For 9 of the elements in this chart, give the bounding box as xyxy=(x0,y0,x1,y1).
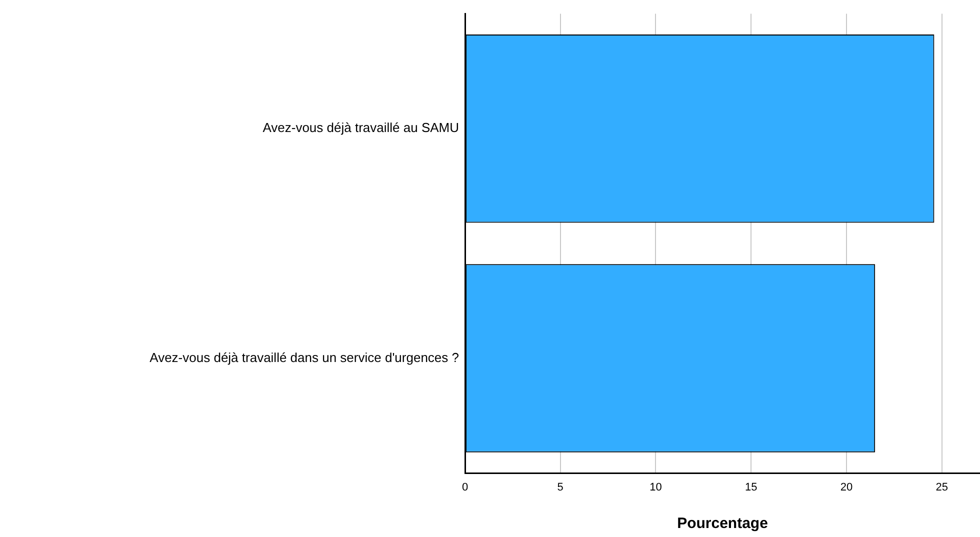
x-tick-label: 10 xyxy=(650,482,662,494)
x-tick-label: 20 xyxy=(840,482,853,494)
y-tick-label: Avez-vous déjà travaillé dans un service d'urgences ? xyxy=(150,350,459,365)
x-tick-label: 0 xyxy=(462,482,468,494)
x-tick-label: 5 xyxy=(557,482,564,494)
y-tick-label: Avez-vous déjà travaillé au SAMU xyxy=(262,120,459,136)
x-axis-title: Pourcentage xyxy=(677,515,768,532)
x-tick-label: 15 xyxy=(744,482,758,494)
x-tick-label: 25 xyxy=(936,482,948,494)
